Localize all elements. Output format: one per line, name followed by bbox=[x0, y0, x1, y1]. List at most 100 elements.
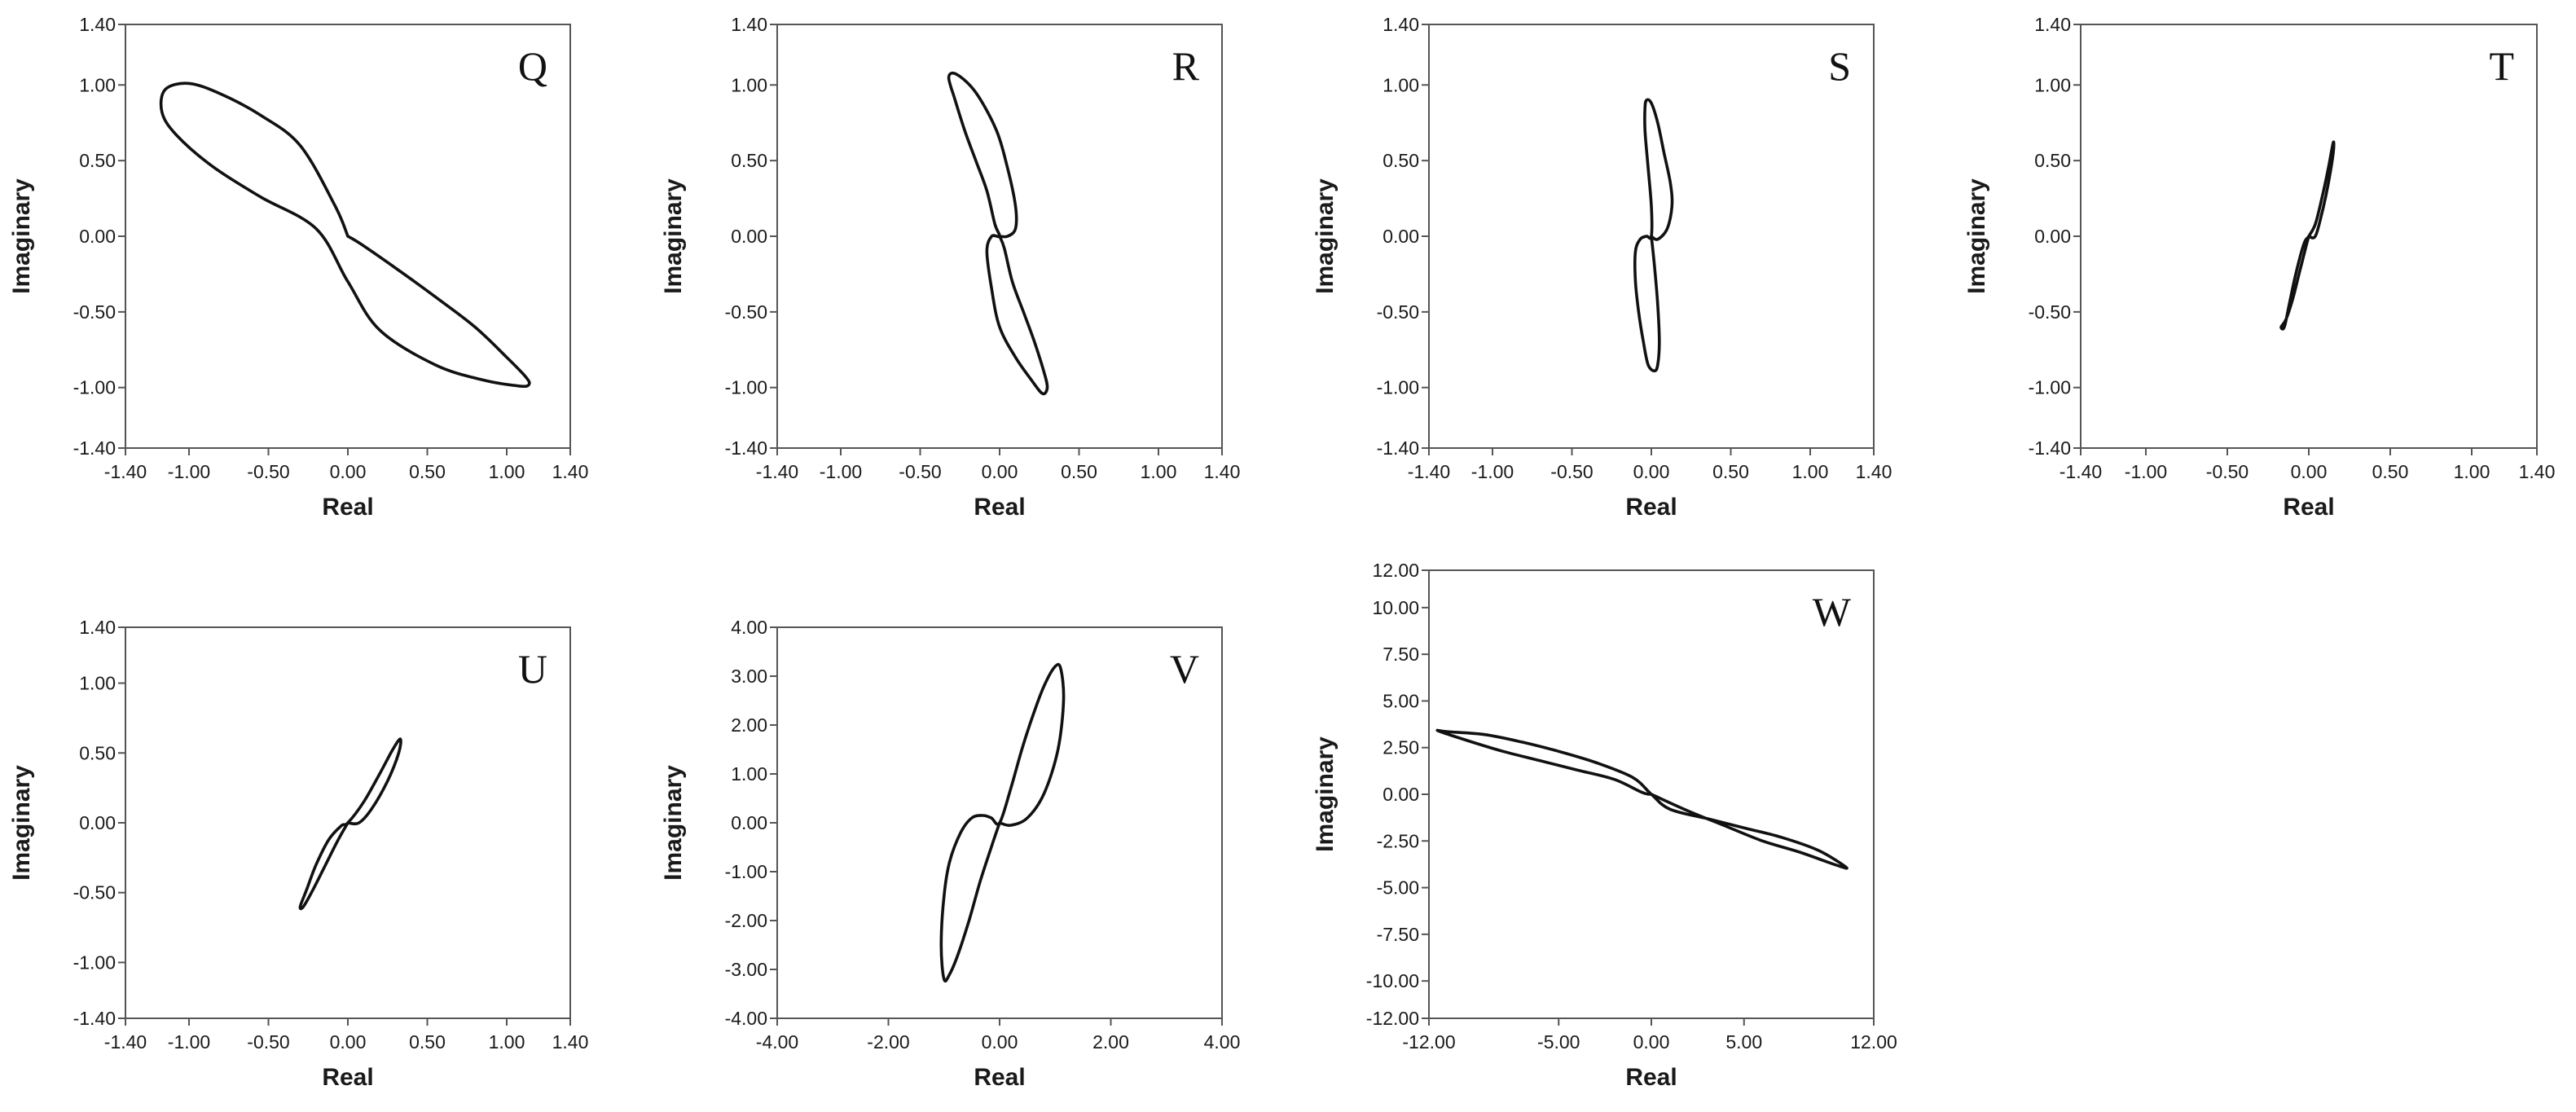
y-tick-label: 0.50 bbox=[79, 150, 116, 171]
x-tick-label: 0.00 bbox=[2291, 461, 2328, 482]
y-axis-label: Imaginary bbox=[1312, 736, 1339, 852]
x-tick-label: 5.00 bbox=[1725, 1031, 1762, 1053]
x-tick-label: 0.00 bbox=[330, 461, 367, 482]
y-tick-label: 0.00 bbox=[1383, 226, 1419, 247]
series-curve-w bbox=[1435, 728, 1848, 870]
x-tick-label: -1.40 bbox=[756, 461, 798, 482]
x-tick-label: 1.40 bbox=[552, 1031, 589, 1053]
x-tick-label: 0.00 bbox=[982, 461, 1018, 482]
x-tick-label: -5.00 bbox=[1537, 1031, 1580, 1053]
series-curve-t bbox=[2279, 140, 2336, 331]
y-tick-label: -10.00 bbox=[1366, 970, 1419, 991]
x-axis-label: Real bbox=[1625, 1064, 1677, 1091]
x-tick-label: 0.00 bbox=[982, 1031, 1018, 1053]
x-tick-label: 1.00 bbox=[1141, 461, 1177, 482]
y-tick-label: -4.00 bbox=[725, 1008, 767, 1029]
y-tick-label: -1.00 bbox=[1377, 377, 1419, 398]
y-tick-label: -5.00 bbox=[1377, 877, 1419, 899]
y-tick-label: 1.00 bbox=[2034, 74, 2071, 95]
x-tick-label: 1.00 bbox=[1792, 461, 1829, 482]
x-tick-label: -0.50 bbox=[899, 461, 941, 482]
x-tick-label: -1.40 bbox=[2059, 461, 2102, 482]
y-tick-label: -1.00 bbox=[725, 377, 767, 398]
x-tick-label: -0.50 bbox=[1550, 461, 1593, 482]
series-curve-s bbox=[1633, 98, 1674, 373]
x-tick-label: 4.00 bbox=[1204, 1031, 1241, 1053]
x-tick-label: -0.50 bbox=[247, 461, 289, 482]
panel-label: W bbox=[1813, 589, 1852, 635]
y-axis-label: Imaginary bbox=[1963, 178, 1990, 294]
panel-label: Q bbox=[518, 43, 547, 89]
y-tick-label: -1.40 bbox=[73, 1008, 116, 1029]
y-tick-label: 2.50 bbox=[1383, 737, 1419, 758]
x-tick-label: -1.40 bbox=[104, 461, 147, 482]
y-tick-label: -1.40 bbox=[725, 437, 767, 459]
y-tick-label: 0.00 bbox=[731, 226, 767, 247]
x-tick-label: 0.00 bbox=[330, 1031, 367, 1053]
y-tick-label: 1.00 bbox=[79, 74, 116, 95]
x-tick-label: -4.00 bbox=[756, 1031, 798, 1053]
y-tick-label: -7.50 bbox=[1377, 924, 1419, 945]
x-tick-label: -1.00 bbox=[168, 1031, 210, 1053]
y-tick-label: 0.50 bbox=[79, 742, 116, 763]
y-tick-label: 0.50 bbox=[1383, 150, 1419, 171]
y-tick-label: -12.00 bbox=[1366, 1008, 1419, 1029]
x-tick-label: -12.00 bbox=[1402, 1031, 1455, 1053]
y-axis-label: Imaginary bbox=[8, 178, 35, 294]
y-tick-label: -1.00 bbox=[725, 861, 767, 882]
y-tick-label: 0.00 bbox=[79, 226, 116, 247]
panel-t: -1.40 -1.00 -0.50 0.00 0.50 1.00 1.40 1.40 1.00 0… bbox=[1963, 14, 2555, 521]
x-tick-label: -1.40 bbox=[1408, 461, 1450, 482]
x-tick-label: -1.00 bbox=[1471, 461, 1514, 482]
x-tick-label: 0.50 bbox=[1061, 461, 1097, 482]
x-tick-label: 1.40 bbox=[1856, 461, 1892, 482]
y-tick-label: -0.50 bbox=[73, 882, 116, 903]
y-axis-label: Imaginary bbox=[8, 765, 35, 881]
x-tick-label: 0.50 bbox=[409, 461, 446, 482]
panel-label: T bbox=[2489, 43, 2514, 89]
series-curve-v bbox=[939, 662, 1066, 983]
y-tick-label: 1.00 bbox=[79, 673, 116, 694]
series-curve-u bbox=[298, 737, 402, 911]
x-tick-label: -1.00 bbox=[820, 461, 862, 482]
panel-q: -1.40 -1.00 -0.50 0.00 0.50 1.00 1.40 1.40 1.00 0… bbox=[8, 14, 588, 521]
series-curve-r bbox=[947, 71, 1049, 396]
x-tick-label: 2.00 bbox=[1092, 1031, 1129, 1053]
series-curve-q bbox=[159, 81, 531, 389]
y-tick-label: -0.50 bbox=[73, 301, 116, 323]
y-tick-label: 7.50 bbox=[1383, 644, 1419, 665]
y-tick-label: 1.00 bbox=[731, 74, 767, 95]
y-tick-label: -1.40 bbox=[2029, 437, 2071, 459]
y-tick-label: 2.00 bbox=[731, 714, 767, 736]
x-tick-label: 1.40 bbox=[552, 461, 589, 482]
y-tick-label: -1.40 bbox=[1377, 437, 1419, 459]
y-tick-label: -0.50 bbox=[2029, 301, 2071, 323]
y-tick-label: 0.00 bbox=[79, 812, 116, 833]
y-tick-label: -2.00 bbox=[725, 910, 767, 931]
y-tick-label: -1.00 bbox=[73, 377, 116, 398]
x-tick-label: 0.50 bbox=[409, 1031, 446, 1053]
y-tick-label: 5.00 bbox=[1383, 690, 1419, 711]
x-tick-label: 0.00 bbox=[1633, 1031, 1670, 1053]
x-axis-label: Real bbox=[322, 494, 373, 521]
panel-v: -4.00 -2.00 0.00 2.00 4.00 4.00 3.00 2.00 1.00 0.… bbox=[660, 617, 1240, 1091]
y-tick-label: -3.00 bbox=[725, 959, 767, 980]
y-tick-label: 1.40 bbox=[731, 14, 767, 35]
x-tick-label: 1.40 bbox=[2519, 461, 2556, 482]
x-tick-label: 1.00 bbox=[489, 461, 525, 482]
panel-s: -1.40 -1.00 -0.50 0.00 0.50 1.00 1.40 1.40 1.00 0… bbox=[1312, 14, 1892, 521]
y-tick-label: 3.00 bbox=[731, 666, 767, 687]
y-tick-label: 0.50 bbox=[731, 150, 767, 171]
x-tick-label: 0.50 bbox=[1712, 461, 1749, 482]
x-tick-label: -0.50 bbox=[2206, 461, 2249, 482]
y-tick-label: 1.40 bbox=[1383, 14, 1419, 35]
panel-w: -12.00 -5.00 0.00 5.00 12.00 12.00 10.00 7.50 5.… bbox=[1312, 560, 1897, 1091]
x-tick-label: 0.50 bbox=[2372, 461, 2409, 482]
x-tick-label: 12.00 bbox=[1850, 1031, 1897, 1053]
y-tick-label: 4.00 bbox=[731, 617, 767, 638]
x-tick-label: 0.00 bbox=[1633, 461, 1670, 482]
panel-label: R bbox=[1172, 43, 1200, 89]
y-axis-label: Imaginary bbox=[1312, 178, 1339, 294]
panel-label: V bbox=[1170, 646, 1199, 692]
y-tick-label: 1.00 bbox=[1383, 74, 1419, 95]
